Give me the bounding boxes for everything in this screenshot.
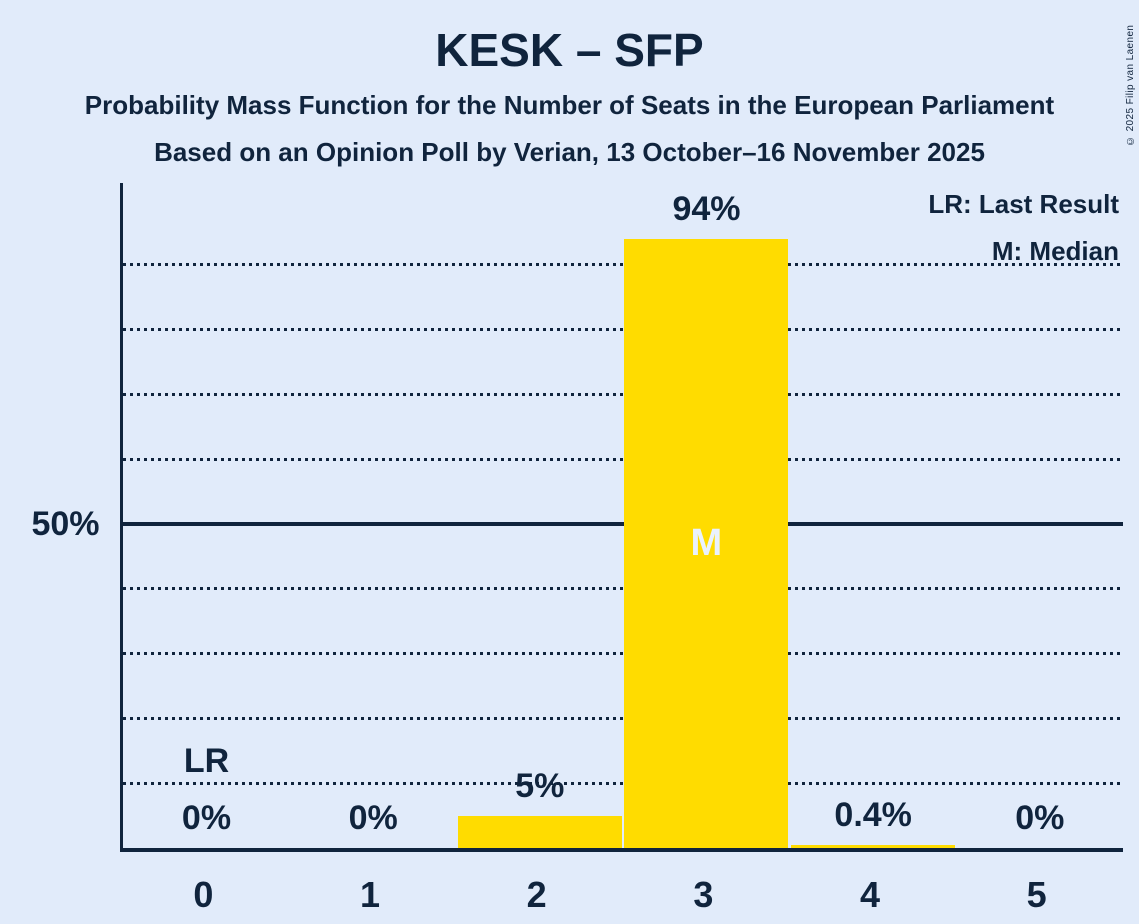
legend-last-result: LR: Last Result <box>928 189 1119 219</box>
median-marker: M <box>690 522 723 565</box>
gridline-80-percent <box>123 328 1123 332</box>
gridline-60-percent <box>123 457 1123 461</box>
bar-seats-2 <box>457 815 622 848</box>
x-tick-label: 4 <box>860 874 881 915</box>
gridline-70-percent <box>123 392 1123 396</box>
chart-subtitle: Probability Mass Function for the Number… <box>84 90 1055 120</box>
last-result-marker: LR <box>183 742 230 780</box>
x-tick-label: 3 <box>693 874 714 915</box>
chart-title: KESK – SFP <box>435 24 704 76</box>
bar-seats-3: M <box>624 238 789 848</box>
x-tick-label: 1 <box>359 874 381 915</box>
gridline-40-percent <box>123 587 1123 591</box>
gridline-50-percent-solid <box>123 522 1123 526</box>
copyright-notice: © 2025 Filip van Laenen <box>1125 24 1136 146</box>
bar-value-label: 0% <box>181 799 232 837</box>
x-tick-label: 0 <box>193 874 214 915</box>
bar-seats-4 <box>791 845 955 848</box>
x-axis-labels: 0 1 2 3 4 5 <box>120 874 1120 920</box>
bar-value-label: 0.4% <box>834 796 912 835</box>
x-tick-label: 5 <box>1026 874 1047 915</box>
plot-area: 0% 0% 5% M 94% 0.4% 0% LR <box>120 183 1123 852</box>
gridline-10-percent <box>123 781 1123 785</box>
gridline-30-percent <box>123 652 1123 656</box>
bar-value-label: 5% <box>515 766 565 805</box>
chart-source-line: Based on an Opinion Poll by Verian, 13 O… <box>154 137 985 167</box>
legend: LR: Last Result M: Median <box>928 181 1119 275</box>
bar-value-label: 0% <box>348 799 398 837</box>
gridline-90-percent <box>123 263 1123 267</box>
bar-value-label: 0% <box>1015 799 1065 837</box>
legend-median: M: Median <box>991 236 1119 266</box>
x-tick-label: 2 <box>526 874 547 915</box>
gridline-20-percent <box>123 716 1123 720</box>
y-axis-tick-label: 50% <box>31 505 100 543</box>
bar-value-label: 94% <box>672 189 741 228</box>
